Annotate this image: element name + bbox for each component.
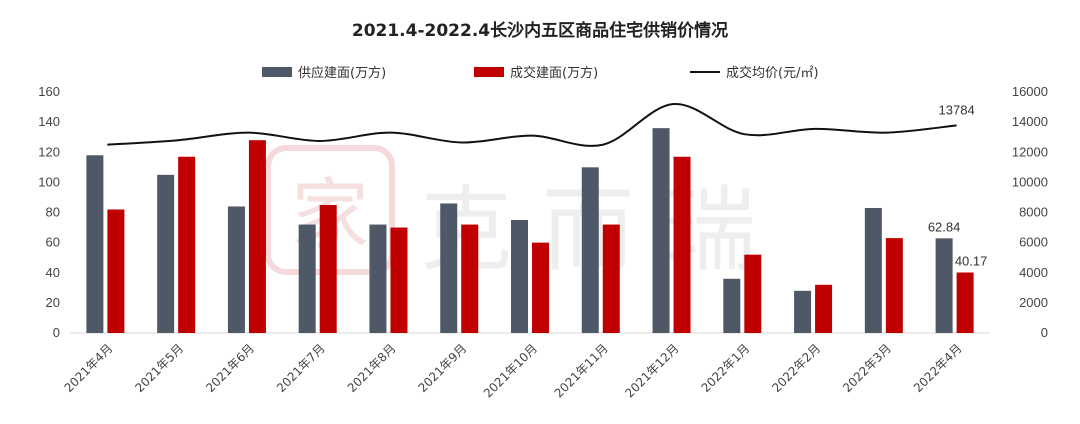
bar-transaction-12 (956, 272, 974, 333)
bar-transaction-0 (107, 209, 125, 333)
price-line-path (107, 103, 957, 147)
bar-transaction-5 (461, 224, 479, 333)
x-tick-label: 2021年8月 (345, 341, 399, 395)
data-label-0-12: 62.84 (928, 219, 961, 234)
bar-transaction-4 (390, 227, 408, 333)
x-tick-label: 2021年11月 (552, 341, 611, 400)
left-axis: 0 20 40 60 80 100 120 140 160 (38, 84, 60, 340)
right-tick-label: 4000 (1019, 265, 1048, 280)
bar-supply-7 (581, 167, 599, 333)
right-tick-label: 2000 (1019, 295, 1048, 310)
legend-swatch-0 (262, 67, 292, 77)
legend-label-1: 成交建面(万方) (510, 65, 598, 81)
x-tick-label: 2022年3月 (840, 341, 894, 395)
left-tick-label: 80 (46, 205, 60, 220)
right-tick-label: 14000 (1012, 114, 1048, 129)
bar-supply-12 (935, 238, 953, 333)
bar-supply-2 (227, 206, 245, 333)
bar-supply-6 (511, 220, 528, 333)
left-tick-label: 20 (46, 295, 60, 310)
bar-supply-11 (864, 207, 882, 333)
chart-title: 2021.4-2022.4长沙内五区商品住宅供销价情况 (352, 20, 728, 41)
bars (86, 128, 974, 333)
data-label-1-12: 40.17 (955, 253, 988, 268)
bar-supply-3 (298, 224, 316, 333)
right-tick-label: 8000 (1019, 205, 1048, 220)
x-tick-label: 2021年6月 (203, 341, 257, 395)
x-tick-label: 2022年2月 (769, 341, 823, 395)
bar-transaction-6 (532, 242, 549, 333)
x-tick-label: 2021年5月 (132, 341, 186, 395)
bar-transaction-3 (319, 204, 337, 333)
bar-transaction-8 (673, 156, 691, 333)
x-tick-label: 2021年10月 (481, 341, 540, 400)
x-tick-label: 2021年9月 (415, 341, 469, 395)
x-tick-label: 2021年7月 (274, 341, 328, 395)
x-tick-label: 2022年4月 (911, 341, 965, 395)
right-tick-label: 12000 (1012, 144, 1048, 159)
legend-label-2: 成交均价(元/㎡) (726, 65, 819, 81)
bar-supply-8 (652, 128, 670, 333)
bar-supply-9 (723, 278, 741, 333)
left-tick-label: 0 (53, 325, 60, 340)
right-tick-label: 10000 (1012, 174, 1048, 189)
legend: 供应建面(万方) 成交建面(万方) 成交均价(元/㎡) (262, 65, 819, 81)
bar-supply-10 (794, 290, 812, 333)
left-tick-label: 160 (38, 84, 60, 99)
data-label-2-12: 13784 (939, 102, 975, 117)
x-axis: 2021年4月 2021年5月 2021年6月 2021年7月 2021年8月 2021年… (62, 332, 990, 400)
right-tick-label: 6000 (1019, 235, 1048, 250)
right-axis: 0 2000 4000 6000 8000 10000 12000 14000 16000 (1012, 84, 1048, 340)
left-tick-label: 140 (38, 114, 60, 129)
bar-transaction-7 (602, 224, 620, 333)
bar-supply-4 (369, 224, 387, 333)
price-line (107, 103, 957, 147)
left-tick-label: 40 (46, 265, 60, 280)
bar-transaction-2 (248, 140, 266, 333)
left-tick-label: 60 (46, 235, 60, 250)
left-tick-label: 100 (38, 174, 60, 189)
bar-transaction-10 (815, 284, 833, 333)
x-tick-label: 2022年1月 (699, 341, 753, 395)
bar-supply-5 (440, 203, 458, 333)
right-tick-label: 0 (1041, 325, 1048, 340)
x-tick-label: 2021年4月 (62, 341, 116, 395)
x-tick-label: 2021年12月 (622, 341, 681, 400)
bar-transaction-11 (885, 238, 903, 333)
right-tick-label: 16000 (1012, 84, 1048, 99)
data-labels: 62.84 40.17 13784 (928, 102, 988, 268)
bar-supply-0 (86, 155, 104, 333)
legend-swatch-1 (474, 67, 504, 77)
bar-supply-1 (157, 174, 175, 333)
legend-label-0: 供应建面(万方) (298, 65, 386, 81)
left-tick-label: 120 (38, 144, 60, 159)
bar-transaction-1 (178, 156, 196, 333)
bar-transaction-9 (744, 254, 762, 333)
